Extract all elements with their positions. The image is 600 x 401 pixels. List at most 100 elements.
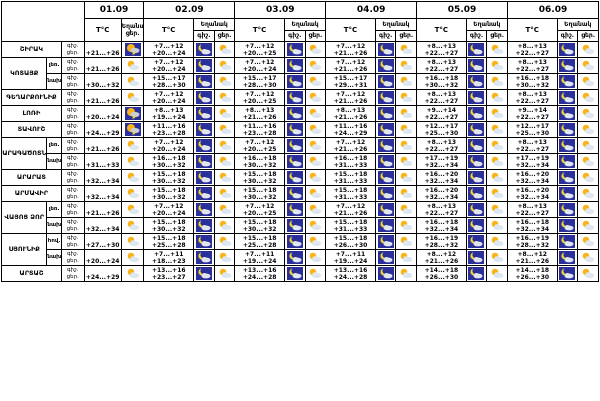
night-icon-cell [193, 249, 215, 266]
day-icon-cell [304, 185, 327, 202]
night-icon-cell [283, 265, 306, 282]
moon-cloud-icon [286, 187, 303, 200]
date-header: 05.09 [416, 1, 508, 19]
weather-header: Եղանակ գիշ. ցեր. [374, 18, 418, 42]
weather-head-label: Եղանակ [194, 20, 234, 31]
night-icon-cell [374, 121, 397, 138]
temp-range: +7...+12 +20...+24 [143, 89, 195, 106]
day-icon-cell [304, 201, 327, 218]
day-icon-cell [395, 105, 418, 122]
sun-cloud-icon [400, 124, 413, 135]
temp-range: +7...+11 +19...+24 [325, 249, 376, 266]
sun-cloud-icon [582, 108, 595, 119]
night-icon-cell [283, 137, 306, 154]
sun-cloud-icon [400, 156, 413, 167]
period-label: գիշ. ցեր. [60, 89, 85, 106]
table-row: նախ.գիշ.ցեր.+20...+24 +7...+11+18...+23 +7… [2, 249, 599, 266]
sun-cloud-icon [310, 220, 322, 231]
moon-cloud-icon [286, 155, 303, 168]
temp-range: +16...+18 +31...+33 [325, 153, 376, 170]
period-label: գիշ. ցեր. [60, 249, 85, 266]
night-icon-cell [465, 265, 488, 282]
weather-icon-cell [120, 169, 145, 186]
day-icon-cell [486, 185, 508, 202]
sun-cloud-icon [310, 140, 322, 151]
night-label: գիշ. [195, 31, 215, 41]
period-label: գիշ. ցեր. [60, 57, 85, 74]
temp-range: +7...+12 +20...+24 [143, 41, 195, 58]
temp-range: +7...+12 +20...+25 [234, 137, 285, 154]
temp-range: +7...+12 +20...+25 [234, 89, 285, 106]
temp-range: +21...+26 [83, 57, 122, 74]
temp-range: +13...+16 +24...+28 [325, 265, 376, 282]
night-icon-cell [465, 169, 488, 186]
weather-icon-cell [120, 105, 145, 122]
day-icon-cell [577, 249, 599, 266]
night-icon-cell [193, 121, 215, 138]
day-icon-cell [213, 73, 236, 90]
table-row: նախ.գիշ.ցեր.+31...+33 +16...+18+30...+32 +… [2, 153, 599, 170]
temp-range: +7...+12 +20...+24 [143, 57, 195, 74]
night-icon-cell [283, 121, 306, 138]
day-icon-cell [213, 217, 236, 234]
moon-cloud-icon [195, 203, 212, 216]
sun-cloud-icon [310, 236, 322, 247]
sun-storm-icon [124, 123, 141, 136]
night-icon-cell [374, 57, 397, 74]
moon-cloud-icon [559, 91, 576, 104]
period-label: գիշ. ցեր. [60, 169, 85, 186]
sun-cloud-icon [310, 252, 322, 263]
sun-cloud-icon [582, 220, 595, 231]
sun-cloud-icon [127, 220, 139, 231]
temp-range: +31...+33 [83, 153, 122, 170]
day-icon-cell [577, 185, 599, 202]
sun-cloud-icon [491, 220, 504, 231]
weather-header: Եղանակ գիշ. ցեր. [465, 18, 508, 42]
night-icon-cell [374, 217, 397, 234]
temp-range: +16...+18 +30...+32 [234, 153, 285, 170]
subregion-label: հով. [46, 233, 62, 250]
sun-cloud-icon [400, 172, 413, 183]
day-icon-cell [486, 121, 508, 138]
night-label: գիշ. [558, 31, 579, 41]
night-icon-cell [556, 233, 579, 250]
moon-cloud-icon [377, 267, 394, 280]
weather-head-label: Եղանակ [467, 20, 507, 31]
moon-cloud-icon [377, 155, 394, 168]
temp-range: +16...+19 +28...+32 [506, 233, 558, 250]
sun-cloud-icon [400, 44, 413, 55]
region-name: ԳԵՂԱՐՔՈՒՆԻՔ [1, 89, 62, 106]
moon-cloud-icon [195, 107, 212, 120]
sun-cloud-icon [310, 76, 322, 87]
night-icon-cell [283, 73, 306, 90]
temp-range: +8...+13 +21...+26 [325, 105, 376, 122]
sun-cloud-icon [400, 140, 413, 151]
temp-range: +8...+13 +22...+27 [506, 89, 558, 106]
temp-range: +16...+18 +30...+32 [506, 73, 558, 90]
night-icon-cell [193, 217, 215, 234]
weather-icon-cell [120, 57, 145, 74]
night-icon-cell [283, 169, 306, 186]
day-icon-cell [304, 153, 327, 170]
night-icon-cell [556, 41, 579, 58]
temp-range: +7...+11 +19...+24 [234, 249, 285, 266]
temp-header: T°C [506, 18, 558, 42]
subregion-label: նախ. [46, 153, 62, 170]
night-icon-cell [556, 185, 579, 202]
night-icon-cell [374, 105, 397, 122]
moon-cloud-icon [468, 43, 485, 56]
sun-storm-icon [124, 107, 141, 120]
moon-cloud-icon [559, 139, 576, 152]
sun-cloud-icon [310, 188, 322, 199]
temp-range: +20...+24 [83, 249, 122, 266]
table-row: ՎԱՅՈՑ ՁՈՐ լեռ. գիշ. ցեր. +21...+26 +7...+12 +2… [0, 201, 599, 234]
moon-cloud-icon [468, 75, 485, 88]
weather-icon-cell [120, 73, 145, 90]
sun-cloud-icon [400, 60, 413, 71]
temp-range: +11...+16 +24...+29 [325, 121, 376, 138]
temp-range: +8...+13 +21...+26 [234, 105, 285, 122]
moon-cloud-icon [377, 123, 394, 136]
sun-cloud-icon [127, 236, 139, 247]
day-icon-cell [304, 121, 327, 138]
temp-range: +21...+26 [83, 41, 122, 58]
